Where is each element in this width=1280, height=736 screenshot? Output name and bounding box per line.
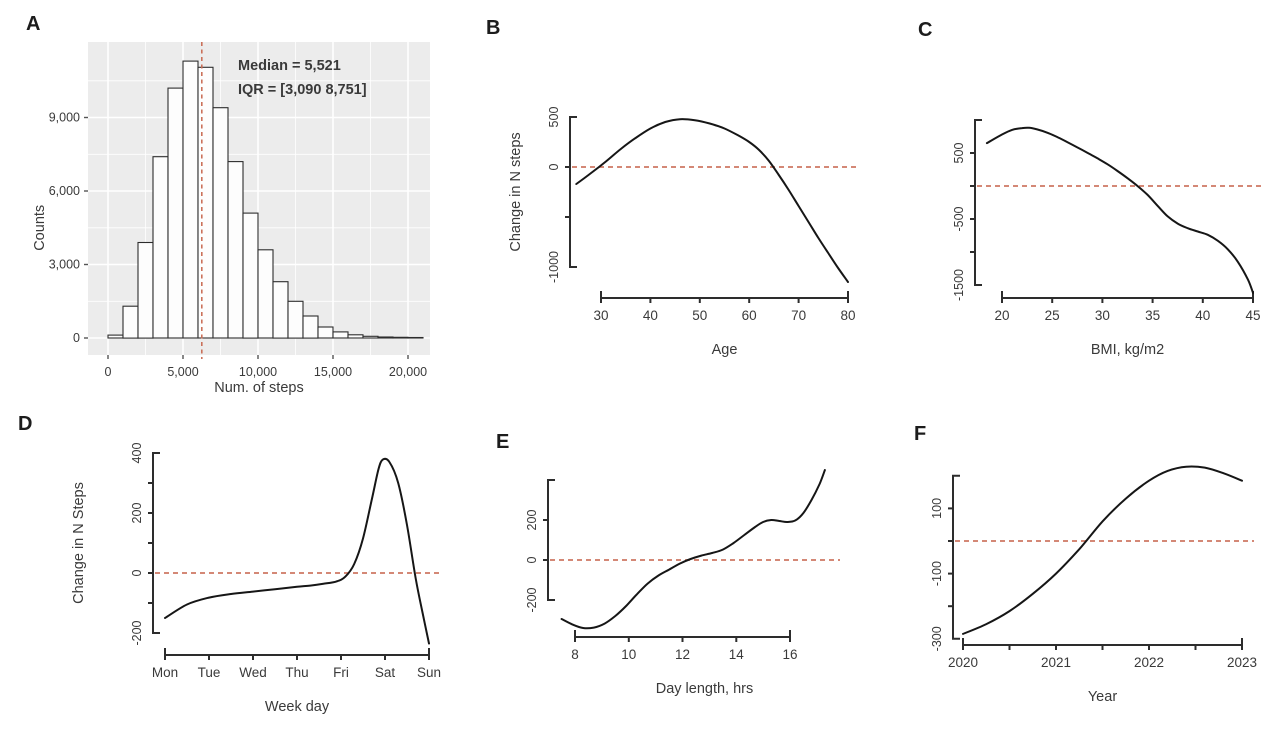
svg-text:3,000: 3,000 bbox=[49, 258, 80, 272]
svg-text:Age: Age bbox=[712, 342, 738, 358]
svg-text:-300: -300 bbox=[930, 626, 944, 651]
panel-f: F 100 -100 -300 2020 2021 2022 2023 Year bbox=[890, 400, 1280, 736]
svg-text:35: 35 bbox=[1145, 308, 1160, 323]
svg-text:6,000: 6,000 bbox=[49, 184, 80, 198]
panel-b: B 500 0 -1000 30 40 50 60 70 80 Age Change in N st… bbox=[470, 8, 870, 400]
panel-c: C 500 -500 -1500 20 25 30 35 40 45 BMI, kg/m2 bbox=[890, 8, 1280, 400]
svg-text:20: 20 bbox=[994, 308, 1009, 323]
svg-text:IQR = [3,090 8,751]: IQR = [3,090 8,751] bbox=[238, 82, 367, 98]
svg-text:500: 500 bbox=[952, 143, 966, 164]
svg-text:9,000: 9,000 bbox=[49, 111, 80, 125]
panel-d: D 400 200 0 -200 Mon Tue Wed Thu Fri Sat Sun Week d… bbox=[10, 400, 460, 736]
svg-text:200: 200 bbox=[525, 510, 539, 531]
panel-e: E 200 0 -200 8 10 12 14 16 Day length, hrs bbox=[470, 400, 890, 736]
svg-text:Year: Year bbox=[1088, 689, 1117, 705]
panel-c-label: C bbox=[918, 19, 933, 41]
svg-text:Wed: Wed bbox=[239, 665, 267, 680]
svg-text:Num. of steps: Num. of steps bbox=[214, 380, 303, 396]
svg-text:15,000: 15,000 bbox=[314, 365, 352, 379]
svg-text:-200: -200 bbox=[525, 587, 539, 612]
svg-text:-1000: -1000 bbox=[547, 251, 561, 283]
svg-text:Thu: Thu bbox=[285, 665, 308, 680]
svg-text:Week day: Week day bbox=[265, 699, 330, 715]
svg-text:80: 80 bbox=[840, 308, 855, 323]
svg-text:45: 45 bbox=[1245, 308, 1260, 323]
svg-text:Day length, hrs: Day length, hrs bbox=[656, 681, 754, 697]
svg-text:30: 30 bbox=[1095, 308, 1110, 323]
svg-text:0: 0 bbox=[73, 331, 80, 345]
svg-text:Mon: Mon bbox=[152, 665, 178, 680]
svg-text:8: 8 bbox=[571, 647, 579, 662]
svg-text:70: 70 bbox=[791, 308, 806, 323]
panel-e-label: E bbox=[496, 431, 510, 453]
svg-text:Change in N Steps: Change in N Steps bbox=[71, 482, 87, 604]
svg-text:5,000: 5,000 bbox=[167, 365, 198, 379]
panel-f-label: F bbox=[914, 423, 927, 445]
svg-text:0: 0 bbox=[547, 163, 561, 170]
svg-text:60: 60 bbox=[742, 308, 757, 323]
svg-text:Change in N steps: Change in N steps bbox=[508, 132, 524, 251]
panel-d-label: D bbox=[18, 413, 33, 435]
bmi-curve-chart: 500 -500 -1500 20 25 30 35 40 45 BMI, kg/m2 bbox=[952, 119, 1264, 358]
svg-text:25: 25 bbox=[1045, 308, 1060, 323]
panel-a-label: A bbox=[26, 13, 41, 35]
daylength-curve-chart: 200 0 -200 8 10 12 14 16 Day length, hrs bbox=[525, 469, 840, 697]
svg-text:16: 16 bbox=[782, 647, 797, 662]
svg-text:100: 100 bbox=[930, 498, 944, 519]
steps-histogram-chart: 0 5,000 10,000 15,000 20,000 0 3,000 6,000 9,000… bbox=[32, 42, 430, 396]
svg-text:2021: 2021 bbox=[1041, 655, 1071, 670]
svg-text:-1500: -1500 bbox=[952, 269, 966, 301]
svg-text:14: 14 bbox=[729, 647, 745, 662]
svg-text:2023: 2023 bbox=[1227, 655, 1257, 670]
weekday-curve-chart: 400 200 0 -200 Mon Tue Wed Thu Fri Sat Sun Week day… bbox=[71, 443, 441, 715]
svg-text:Tue: Tue bbox=[198, 665, 221, 680]
svg-text:0: 0 bbox=[130, 569, 144, 576]
svg-text:500: 500 bbox=[547, 107, 561, 128]
svg-text:0: 0 bbox=[525, 556, 539, 563]
svg-text:12: 12 bbox=[675, 647, 690, 662]
year-curve-chart: 100 -100 -300 2020 2021 2022 2023 Year bbox=[930, 465, 1257, 705]
svg-text:2022: 2022 bbox=[1134, 655, 1164, 670]
age-curve-chart: 500 0 -1000 30 40 50 60 70 80 Age Change in N step… bbox=[508, 107, 858, 358]
svg-text:0: 0 bbox=[105, 365, 112, 379]
svg-text:Sun: Sun bbox=[417, 665, 441, 680]
svg-text:200: 200 bbox=[130, 503, 144, 524]
svg-text:Counts: Counts bbox=[32, 205, 48, 251]
svg-text:-500: -500 bbox=[952, 206, 966, 231]
svg-text:40: 40 bbox=[1195, 308, 1210, 323]
svg-text:30: 30 bbox=[593, 308, 608, 323]
svg-text:400: 400 bbox=[130, 443, 144, 464]
svg-text:Median = 5,521: Median = 5,521 bbox=[238, 58, 341, 74]
panel-b-label: B bbox=[486, 17, 501, 39]
svg-text:-100: -100 bbox=[930, 561, 944, 586]
svg-text:10,000: 10,000 bbox=[239, 365, 277, 379]
svg-text:BMI, kg/m2: BMI, kg/m2 bbox=[1091, 342, 1164, 358]
svg-text:40: 40 bbox=[643, 308, 658, 323]
svg-text:10: 10 bbox=[621, 647, 636, 662]
svg-text:-200: -200 bbox=[130, 620, 144, 645]
panel-a: A 0 5,000 10,000 15,000 20,000 0 3,000 6,000 9,0… bbox=[20, 8, 460, 400]
svg-text:Fri: Fri bbox=[333, 665, 349, 680]
svg-text:50: 50 bbox=[692, 308, 707, 323]
svg-text:20,000: 20,000 bbox=[389, 365, 427, 379]
svg-text:Sat: Sat bbox=[375, 665, 396, 680]
svg-text:2020: 2020 bbox=[948, 655, 978, 670]
